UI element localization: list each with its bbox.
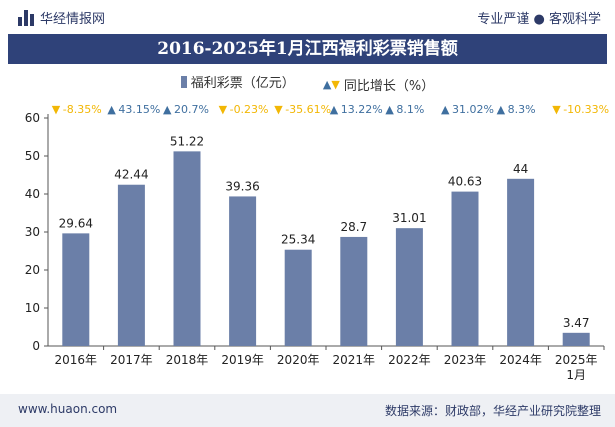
growth-label: -10.33% xyxy=(563,103,609,116)
bar-value-label: 28.7 xyxy=(340,220,367,234)
legend-bar-swatch xyxy=(180,75,187,88)
x-tick-label: 2022年 xyxy=(388,353,431,367)
growth-down-icon: ▼ xyxy=(52,103,61,116)
bar xyxy=(451,191,479,346)
growth-up-icon: ▲ xyxy=(330,103,339,116)
bar-value-label: 42.44 xyxy=(114,168,148,182)
y-tick-label: 20 xyxy=(25,263,40,277)
y-tick-label: 10 xyxy=(25,301,40,315)
bar-value-label: 25.34 xyxy=(281,233,315,247)
bar xyxy=(62,233,90,346)
growth-down-icon: ▼ xyxy=(219,103,228,116)
growth-label: -8.35% xyxy=(63,103,102,116)
website-link[interactable]: www.huaon.com xyxy=(18,402,118,416)
y-tick-label: 30 xyxy=(25,225,40,239)
growth-up-icon: ▲ xyxy=(163,103,172,116)
footer: www.huaon.com 数据来源：财政部，华经产业研究院整理 xyxy=(0,394,615,427)
growth-label: 13.22% xyxy=(341,103,383,116)
growth-up-icon: ▲ xyxy=(107,103,116,116)
bar-value-label: 29.64 xyxy=(59,216,93,230)
x-tick-label: 2024年 xyxy=(499,353,542,367)
bar-value-label: 3.47 xyxy=(563,316,590,330)
bar-value-label: 40.63 xyxy=(448,175,482,189)
bar-layer xyxy=(62,151,590,346)
growth-label: 8.3% xyxy=(508,103,536,116)
x-tick-label: 2021年 xyxy=(333,353,376,367)
x-tick-label: 2020年 xyxy=(277,353,320,367)
bar xyxy=(340,236,368,346)
bar-value-label: 51.22 xyxy=(170,134,204,148)
top-bar: 华经情报网 专业严谨 ● 客观科学 xyxy=(0,0,615,34)
growth-label: 20.7% xyxy=(174,103,209,116)
growth-label: 8.1% xyxy=(396,103,424,116)
bar-chart: 0 10 20 30 40 50 60 2016年 2017年 2018年 2019年 2020年 20… xyxy=(25,103,609,382)
bar xyxy=(173,151,201,346)
bar-value-label: 44 xyxy=(513,162,528,176)
bar xyxy=(562,332,590,346)
data-source: 数据来源：财政部，华经产业研究院整理 xyxy=(384,404,601,418)
y-tick-label: 60 xyxy=(25,111,40,125)
legend-bar-label: 福利彩票（亿元） xyxy=(190,76,295,91)
growth-down-icon: ▼ xyxy=(552,103,561,116)
x-tick-label-line2: 1月 xyxy=(566,368,586,382)
bar xyxy=(229,196,257,346)
growth-label: -35.61% xyxy=(285,103,331,116)
x-tick-label: 2016年 xyxy=(55,353,98,367)
x-tick-label: 2019年 xyxy=(221,353,264,367)
x-tick-label: 2018年 xyxy=(166,353,209,367)
label-layer: 29.64▼ -8.35%42.44▲ 43.15%51.22▲ 20.7%39.36… xyxy=(52,103,609,330)
tagline: 专业严谨 ● 客观科学 xyxy=(477,12,601,27)
y-tick-label: 50 xyxy=(25,149,40,163)
growth-label: 43.15% xyxy=(118,103,160,116)
chart-title: 2016-2025年1月江西福利彩票销售额 xyxy=(8,34,607,64)
bar xyxy=(117,184,145,346)
growth-up-icon: ▲ xyxy=(441,103,450,116)
legend-bar-item: 福利彩票（亿元） xyxy=(180,72,295,91)
growth-up-icon: ▲ xyxy=(385,103,394,116)
growth-up-icon: ▲ xyxy=(497,103,506,116)
growth-down-icon: ▼ xyxy=(274,103,283,116)
bar-logo-icon xyxy=(18,9,34,26)
x-tick-label: 2025年 xyxy=(555,353,598,367)
legend: 福利彩票（亿元） ▲▼ 同比增长（%） xyxy=(0,72,615,94)
growth-label: -0.23% xyxy=(230,103,269,116)
bar xyxy=(395,228,423,346)
y-tick-label: 0 xyxy=(32,339,40,353)
legend-growth-item: ▲▼ 同比增长（%） xyxy=(323,75,434,94)
bar xyxy=(284,249,312,346)
axis-layer: 0 10 20 30 40 50 60 2016年 2017年 2018年 2019年 2020年 20… xyxy=(25,111,605,382)
growth-label: 31.02% xyxy=(452,103,494,116)
legend-growth-label: 同比增长（%） xyxy=(343,78,435,94)
brand: 华经情报网 xyxy=(18,8,105,27)
brand-name: 华经情报网 xyxy=(40,12,106,27)
bar xyxy=(507,178,535,346)
x-tick-label: 2017年 xyxy=(110,353,153,367)
y-tick-label: 40 xyxy=(25,187,40,201)
bar-value-label: 31.01 xyxy=(392,211,426,225)
x-tick-label: 2023年 xyxy=(444,353,487,367)
bar-value-label: 39.36 xyxy=(225,179,259,193)
legend-growth-icon: ▲▼ xyxy=(322,77,340,91)
